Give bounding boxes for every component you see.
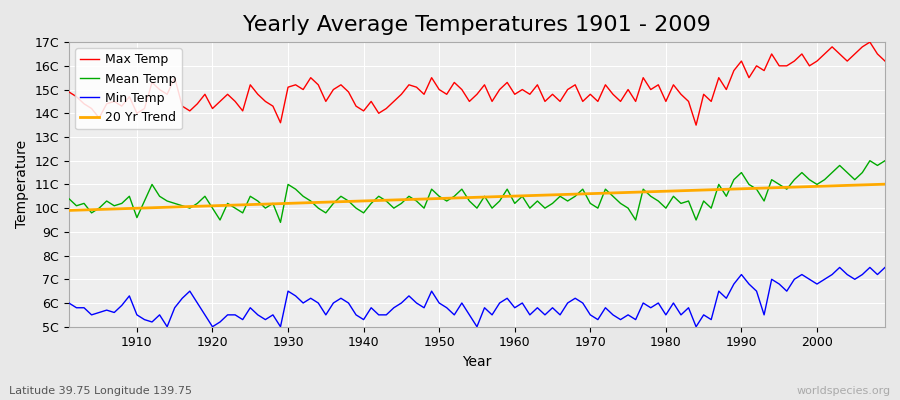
Mean Temp [64,196,75,201]
Min Temp [517,301,527,306]
20 Yr Trend [64,208,75,213]
Min Temp [834,265,845,270]
Max Temp [64,90,75,94]
Line: 20 Yr Trend: 20 Yr Trend [69,184,885,210]
Max Temp [124,94,135,99]
Mean Temp [298,194,309,199]
Line: Min Temp: Min Temp [69,268,885,327]
Max Temp [502,80,513,85]
Min Temp [64,301,75,306]
Min Temp [879,265,890,270]
X-axis label: Year: Year [463,355,491,369]
Min Temp [509,305,520,310]
Mean Temp [608,194,618,199]
Min Temp [124,294,135,298]
Text: worldspecies.org: worldspecies.org [796,386,891,396]
Mean Temp [124,194,135,199]
Mean Temp [879,158,890,163]
Max Temp [879,59,890,64]
Min Temp [608,312,618,317]
20 Yr Trend [336,199,346,204]
Y-axis label: Temperature: Temperature [15,140,29,228]
Max Temp [290,82,301,87]
Line: Max Temp: Max Temp [69,42,885,125]
20 Yr Trend [509,194,520,198]
Min Temp [343,301,354,306]
Text: Latitude 39.75 Longitude 139.75: Latitude 39.75 Longitude 139.75 [9,386,192,396]
Max Temp [509,92,520,97]
Max Temp [690,123,701,128]
Line: Mean Temp: Mean Temp [69,161,885,222]
Mean Temp [509,201,520,206]
Mean Temp [275,220,286,225]
Mean Temp [343,199,354,204]
Mean Temp [517,194,527,199]
20 Yr Trend [124,206,135,211]
Max Temp [865,40,876,44]
20 Yr Trend [502,194,513,199]
Min Temp [162,324,173,329]
Max Temp [600,82,611,87]
Max Temp [336,82,346,87]
20 Yr Trend [290,201,301,206]
20 Yr Trend [879,182,890,186]
Legend: Max Temp, Mean Temp, Min Temp, 20 Yr Trend: Max Temp, Mean Temp, Min Temp, 20 Yr Tre… [76,48,182,129]
20 Yr Trend [600,191,611,196]
Min Temp [298,301,309,306]
Mean Temp [865,158,876,163]
Title: Yearly Average Temperatures 1901 - 2009: Yearly Average Temperatures 1901 - 2009 [243,15,711,35]
